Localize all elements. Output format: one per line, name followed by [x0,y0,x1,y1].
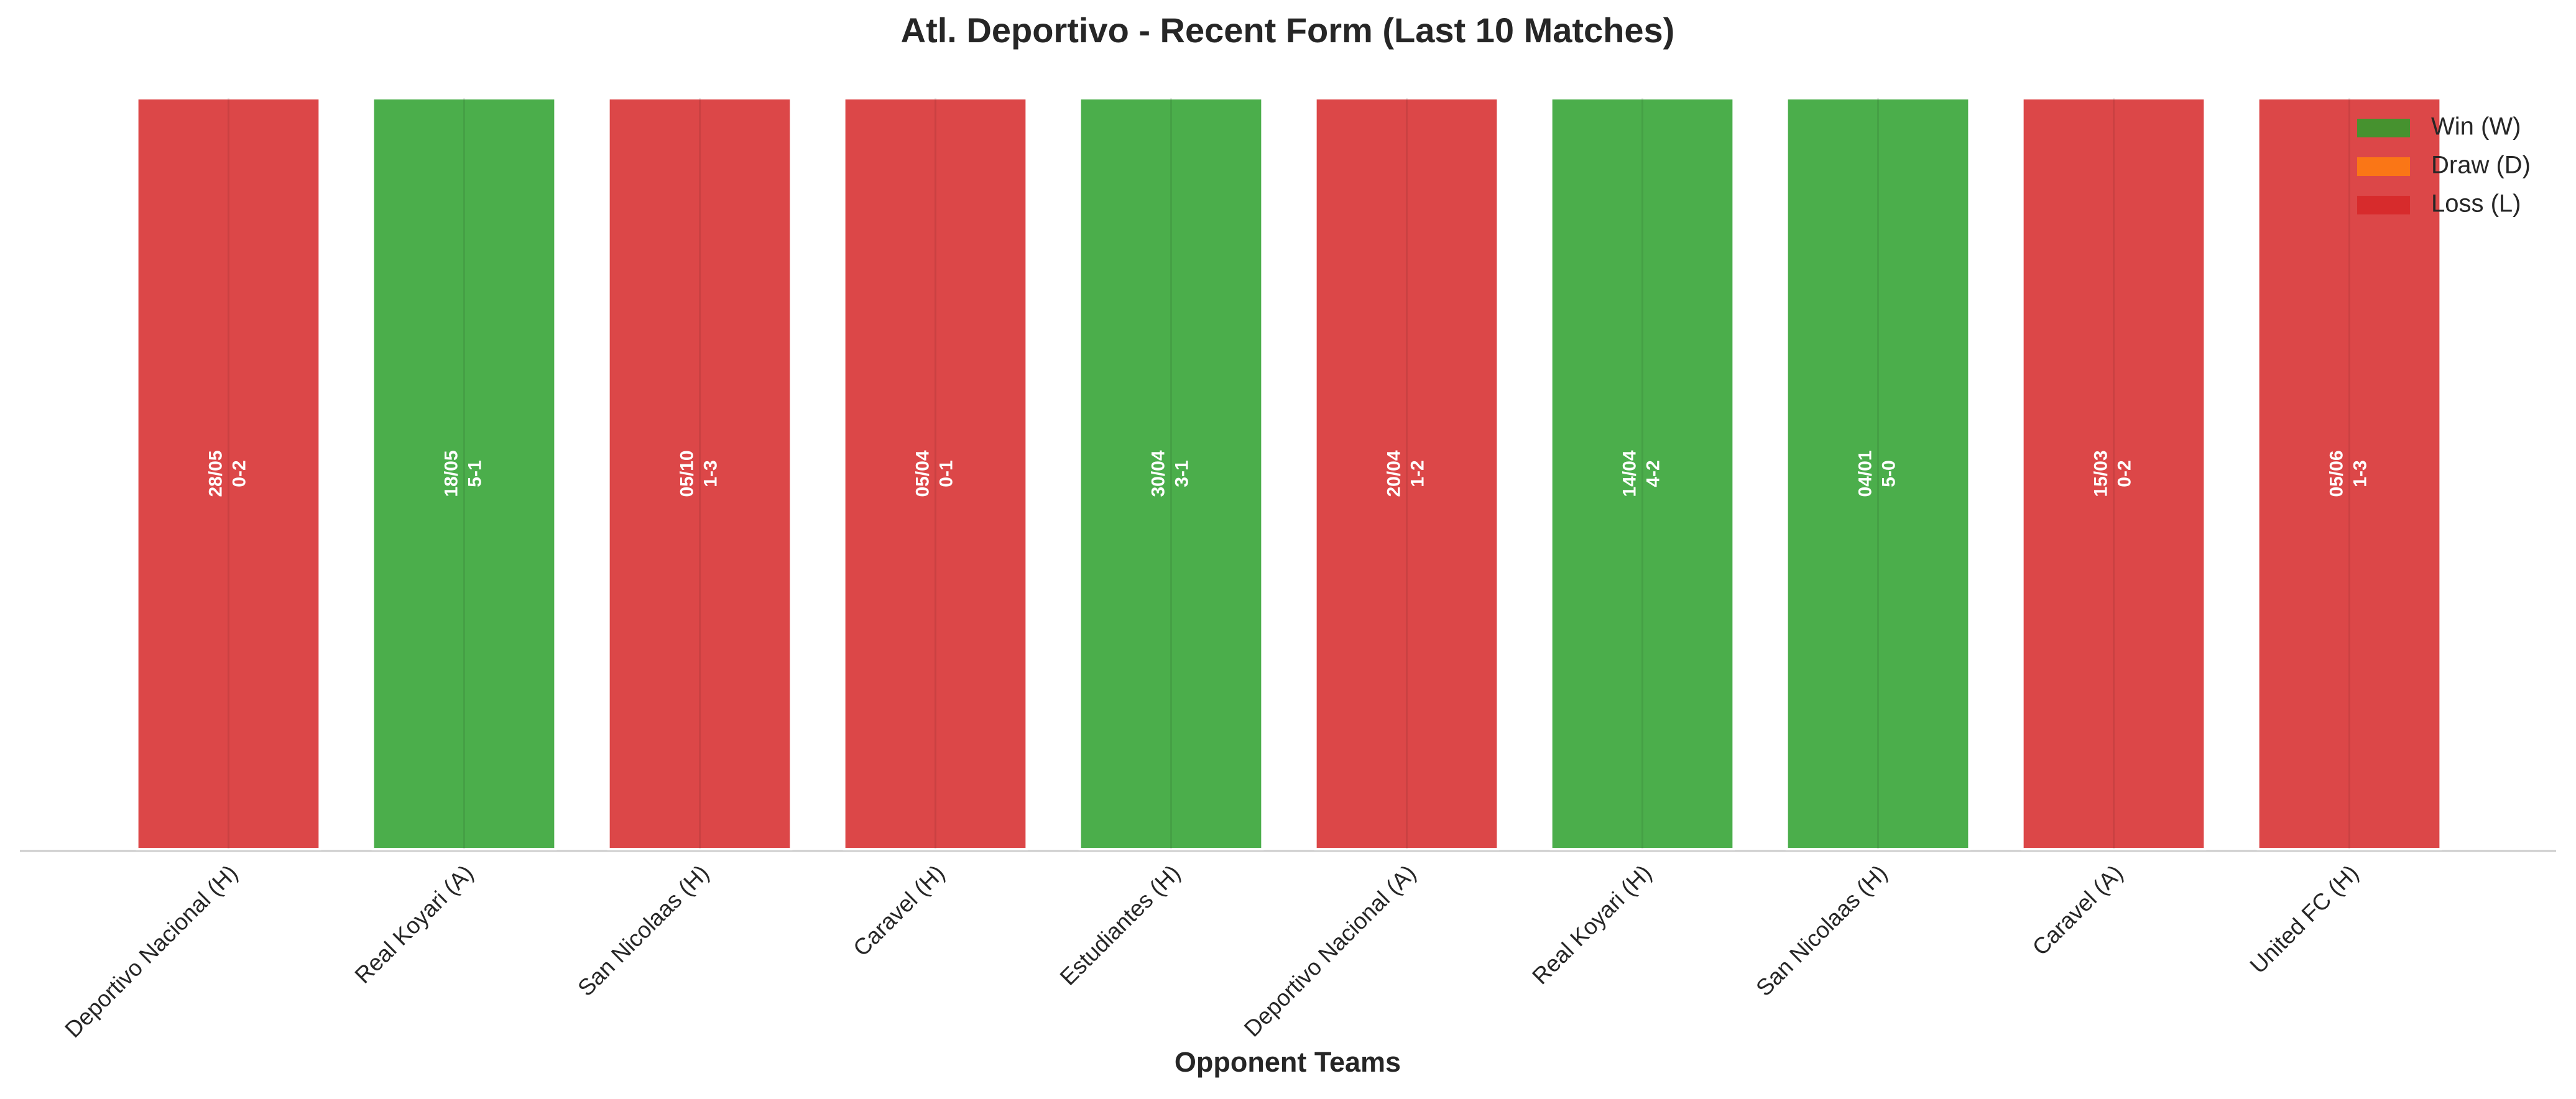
legend-label: Draw (D) [2431,152,2531,179]
legend-label: Win (W) [2431,113,2521,140]
bar [1549,97,1735,850]
x-tick-label: Deportivo Nacional (A) [1239,860,1421,1042]
legend-swatch [2357,157,2410,176]
x-tick-label: San Nicolaas (H) [573,860,714,1001]
legend-swatch [2357,119,2410,137]
bar-score-label: 1-3 [700,460,721,487]
x-axis-label: Opponent Teams [1175,1046,1401,1078]
bar-score-label: 5-1 [464,460,485,487]
bar-date-label: 30/04 [1148,450,1168,497]
legend-swatch [2357,196,2410,214]
bar-date-label: 05/04 [912,450,933,497]
bar [1078,97,1264,850]
bar [2256,97,2442,850]
bar [136,97,321,850]
x-tick-label: San Nicolaas (H) [1751,860,1892,1001]
chart-title: Atl. Deportivo - Recent Form (Last 10 Ma… [901,11,1675,50]
x-tick-label: Estudiantes (H) [1055,860,1185,990]
bar [607,97,793,850]
legend-label: Loss (L) [2431,190,2521,218]
bar [1785,97,1971,850]
bar-score-label: 5-0 [1878,460,1899,487]
bar-score-label: 4-2 [1643,460,1663,487]
x-tick-label: United FC (H) [2245,860,2363,978]
bar-date-label: 20/04 [1383,450,1404,497]
x-tick-label: Deportivo Nacional (H) [60,860,242,1043]
x-tick-label: Caravel (H) [848,860,949,962]
bar-date-label: 28/05 [205,450,226,497]
bar-score-label: 1-3 [2350,460,2370,487]
bar-score-label: 3-1 [1171,460,1192,487]
x-tick-label: Caravel (A) [2028,860,2128,960]
bar-date-label: 05/06 [2326,450,2347,497]
bar [2021,97,2207,850]
bar [371,97,557,850]
bar-date-label: 18/05 [441,450,461,497]
bar-score-label: 0-2 [229,460,249,487]
bar-score-label: 0-1 [936,460,956,487]
bar-date-label: 05/10 [676,450,697,497]
bar-date-label: 15/03 [2090,450,2111,497]
bar [843,97,1028,850]
bar-date-label: 04/01 [1855,450,1875,497]
bar-score-label: 1-2 [1407,460,1428,487]
x-tick-label: Real Koyari (A) [350,860,478,988]
bar-score-label: 0-2 [2114,460,2135,487]
bar-date-label: 14/04 [1619,450,1640,497]
bar [1314,97,1500,850]
x-tick-label: Real Koyari (H) [1527,860,1656,990]
